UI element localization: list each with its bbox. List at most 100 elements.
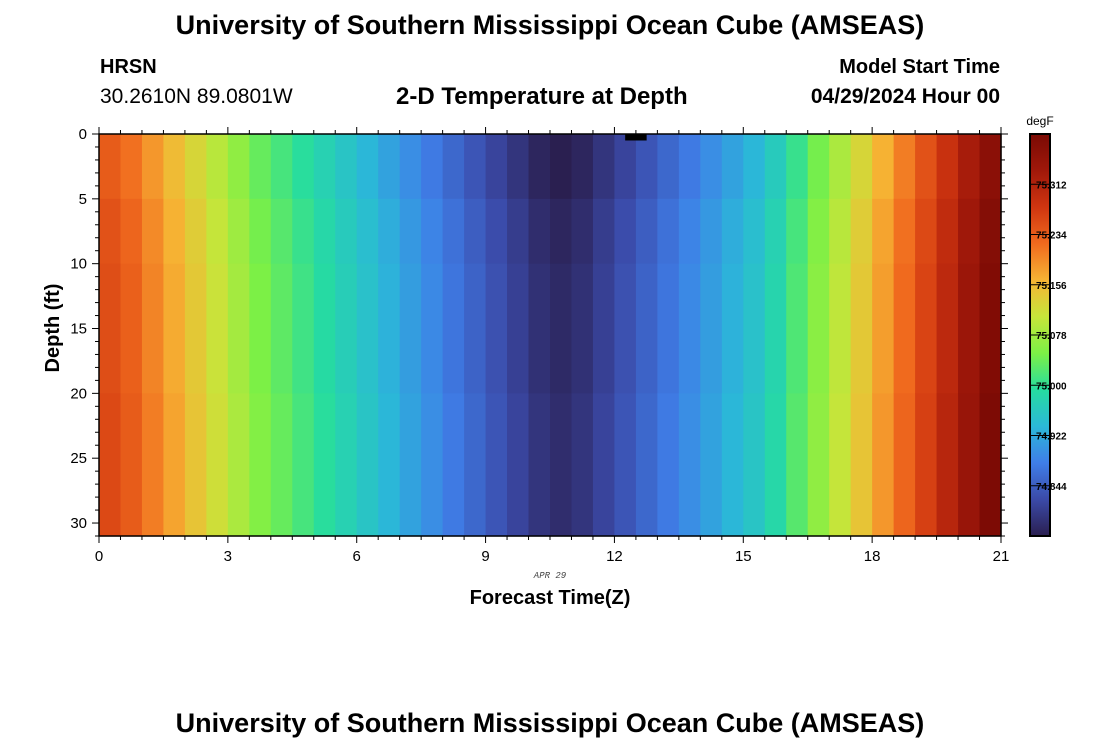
heatmap-cell — [528, 263, 551, 394]
heatmap-cell — [743, 393, 766, 537]
page-title: University of Southern Mississippi Ocean… — [175, 10, 925, 40]
heatmap-cell — [292, 134, 315, 200]
x-tick-label: 9 — [481, 548, 489, 565]
colorbar-tick-label: 75.234 — [1036, 231, 1067, 242]
heatmap-cell — [807, 198, 830, 265]
heatmap-cell — [614, 134, 637, 200]
heatmap-cell — [915, 198, 938, 265]
heatmap-cell — [528, 393, 551, 537]
heatmap-cell — [335, 134, 358, 200]
missing-data-cell — [625, 134, 647, 141]
heatmap-cell — [893, 198, 916, 265]
y-tick-label: 25 — [70, 450, 87, 467]
colorbar-tick-label: 75.156 — [1036, 281, 1067, 292]
heatmap-cell — [721, 134, 744, 200]
heatmap-cell — [528, 198, 551, 265]
heatmap-cell — [872, 263, 895, 394]
heatmap-cell — [163, 134, 186, 200]
heatmap-cell — [850, 198, 873, 265]
heatmap-cell — [721, 263, 744, 394]
heatmap-cell — [270, 393, 293, 537]
heatmap-cell — [528, 134, 551, 200]
heatmap-cell — [614, 393, 637, 537]
model-start-label: Model Start Time — [839, 56, 1000, 78]
y-axis-title: Depth (ft) — [42, 284, 64, 373]
heatmap-cell — [979, 198, 1002, 265]
heatmap-cell — [313, 134, 336, 200]
heatmap-cell — [850, 393, 873, 537]
heatmap-cell — [550, 198, 573, 265]
heatmap-cell — [764, 393, 787, 537]
heatmap-cell — [936, 198, 959, 265]
x-axis-title: Forecast Time(Z) — [470, 587, 631, 609]
heatmap-cell — [99, 393, 122, 537]
heatmap-cell — [141, 198, 165, 265]
y-tick-label: 10 — [70, 256, 87, 273]
heatmap-cell — [335, 393, 358, 537]
heatmap-cell — [464, 198, 487, 265]
heatmap-cell — [356, 198, 379, 265]
heatmap-cell — [550, 393, 573, 537]
heatmap-cell — [99, 263, 122, 394]
heatmap-cell — [700, 198, 723, 265]
heatmap-cell — [614, 263, 637, 394]
heatmap-cell — [592, 393, 616, 537]
heatmap-cell — [99, 198, 122, 265]
heatmap-cell — [292, 263, 315, 394]
heatmap-cell — [313, 263, 336, 394]
heatmap-cell — [163, 393, 186, 537]
heatmap-cell — [829, 393, 852, 537]
heatmap-cell — [700, 263, 723, 394]
heatmap-cell — [378, 134, 401, 200]
heatmap-cell — [915, 134, 938, 200]
heatmap-cell — [313, 198, 336, 265]
heatmap-cell — [592, 263, 616, 394]
heatmap-cell — [915, 393, 938, 537]
heatmap-cell — [936, 263, 959, 394]
heatmap-cell — [356, 134, 379, 200]
heatmap-cell — [163, 198, 186, 265]
heatmap-cell — [184, 198, 207, 265]
x-tick-label: 15 — [735, 548, 752, 565]
heatmap-cell — [378, 263, 401, 394]
heatmap-cell — [421, 198, 444, 265]
x-tick-label: 0 — [95, 548, 103, 565]
heatmap-cell — [678, 198, 701, 265]
heatmap-cell — [227, 393, 250, 537]
heatmap-cell — [120, 134, 143, 200]
heatmap-cell — [850, 134, 873, 200]
heatmap-cell — [829, 134, 852, 200]
x-tick-label: 12 — [606, 548, 623, 565]
heatmap-cell — [657, 198, 680, 265]
footer-title: University of Southern Mississippi Ocean… — [175, 708, 925, 738]
heatmap-cell — [99, 134, 122, 200]
heatmap-cell — [872, 198, 895, 265]
heatmap-cell — [485, 198, 508, 265]
colorbar: degF 75.312 75.234 75.156 75.078 75.000 74.92… — [1026, 114, 1067, 537]
heatmap-cell — [485, 393, 508, 537]
heatmap-cell — [141, 393, 165, 537]
heatmap-cell — [958, 263, 981, 394]
heatmap-cell — [743, 198, 766, 265]
heatmap-cell — [141, 134, 165, 200]
heatmap-cell — [936, 134, 959, 200]
y-tick-label: 0 — [79, 126, 87, 143]
heatmap-cell — [635, 198, 658, 265]
heatmap-cell — [421, 134, 444, 200]
heatmap-cell — [249, 198, 272, 265]
heatmap-cell — [915, 263, 938, 394]
heatmap-cell — [571, 134, 594, 200]
x-tick-label: 6 — [353, 548, 361, 565]
heatmap-cell — [979, 263, 1002, 394]
heatmap-cell — [678, 134, 701, 200]
heatmap-cell — [764, 198, 787, 265]
colorbar-tick-label: 75.078 — [1036, 331, 1067, 342]
heatmap-cell — [893, 263, 916, 394]
heatmap-cell — [313, 393, 336, 537]
heatmap-cell — [270, 134, 293, 200]
heatmap-cell — [399, 393, 422, 537]
heatmap-cell — [893, 393, 916, 537]
plot-title: 2-D Temperature at Depth — [396, 83, 688, 110]
heatmap-cell — [807, 263, 830, 394]
